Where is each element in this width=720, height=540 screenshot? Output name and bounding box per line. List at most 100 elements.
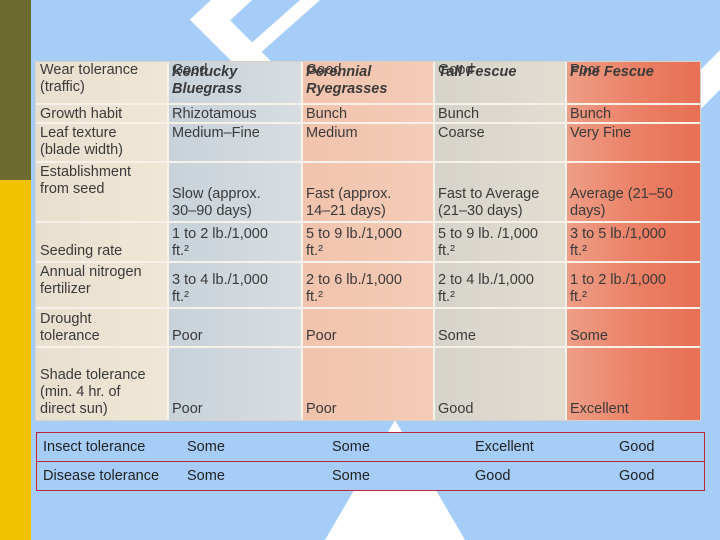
row-4-value-1-line: 2 to 6 lb./1,000 [306,272,402,288]
row-3-value-1-line: 5 to 9 lb./1,000 [306,226,402,242]
row-3-value-2: 5 to 9 lb. /1,000 ft.² [434,226,566,260]
row-3-value-1: 5 to 9 lb./1,000 ft.² [302,226,434,260]
disease-tall-fescue-value: Good [475,468,511,484]
row-6-value-2-line: Good [438,401,474,417]
row-label-0-line: Growth habit [40,106,123,122]
row-3-value-0: 1 to 2 lb./1,000 ft.² [168,226,300,260]
left-bar-yellow [0,180,31,540]
row-5-value-0-line: Poor [172,328,203,344]
row-label-6-line: direct sun) [40,401,108,417]
row-divider [36,122,700,124]
row-7-value-1-line: Good [306,62,342,78]
row-4-value-3-line: 1 to 2 lb./1,000 [570,272,666,288]
row-5-value-3-line: Some [570,328,608,344]
tall-fescue-column [434,62,566,420]
row-5-value-2-line: Some [438,328,476,344]
row-label-7-line: (traffic) [40,79,85,95]
perennial-ryegrasses-column [302,62,434,420]
row-1-value-3: Very Fine [566,125,698,142]
disease-tolerance-label: Disease tolerance [43,468,160,484]
row-label-0: Growth habit [36,106,168,123]
grass-comparison-table: Kentucky Bluegrass Perennial Ryegrasses Tall… [36,62,700,420]
table-header-2-line: Perennial [306,64,372,80]
row-label-6-line: Shade tolerance [40,367,146,383]
row-0-value-0-line: Rhizotamous [172,106,257,122]
row-divider [36,103,700,105]
disease-perennial-value: Some [332,468,370,484]
row-0-value-1: Bunch [302,106,434,123]
row-4-value-2: 2 to 4 lb./1,000 ft.² [434,272,566,306]
kentucky-bluegrass-column [168,62,302,420]
row-label-1-line: (blade width) [40,142,124,158]
row-2-value-2-line: (21–30 days) [438,203,523,219]
row-divider [36,307,700,309]
row-3-value-0-line: ft.² [172,243,189,259]
insect-kentucky-value: Some [187,439,225,455]
row-3-value-3-line: 3 to 5 lb./1,000 [570,226,666,242]
row-6-value-0-line: Poor [172,401,203,417]
disease-tolerance-row: Disease tolerance Some Some Good Good [36,461,705,491]
row-2-value-3-line: days) [570,203,606,219]
table-header-1-line: Bluegrass [172,81,243,97]
row-0-value-3: Bunch [566,106,698,123]
row-label-6-line: (min. 4 hr. of [40,384,121,400]
row-2-value-1: Fast (approx. 14–21 days) [302,186,434,220]
row-3-value-3-line: ft.² [570,243,587,259]
row-3-value-2-line: 5 to 9 lb. /1,000 [438,226,538,242]
row-label-2-line: Establishment [40,164,132,180]
row-4-value-3: 1 to 2 lb./1,000 ft.² [566,272,698,306]
insect-fine-fescue-value: Good [619,439,655,455]
disease-kentucky-value: Some [187,468,225,484]
row-divider [36,221,700,223]
table-header-4: Fine Fescue [566,64,698,81]
row-label-3: Seeding rate [36,243,168,260]
row-label-1: Leaf texture (blade width) [36,125,168,159]
row-0-value-1-line: Bunch [306,106,348,122]
row-1-value-1: Medium [302,125,434,142]
table-header-3: Tall Fescue [434,64,566,81]
column-divider [167,62,169,420]
label-column [36,62,168,420]
row-6-value-1: Poor [302,401,434,418]
row-2-value-1-line: Fast (approx. [306,186,392,202]
row-divider [36,346,700,348]
row-0-value-3-line: Bunch [570,106,612,122]
row-2-value-1-line: 14–21 days) [306,203,386,219]
row-6-value-0: Poor [168,401,300,418]
row-1-value-1-line: Medium [306,125,358,141]
row-2-value-0: Slow (approx. 30–90 days) [168,186,300,220]
row-divider [36,261,700,263]
row-7-value-0-line: Good [172,62,208,78]
row-label-5-line: tolerance [40,328,100,344]
row-1-value-3-line: Very Fine [570,125,632,141]
row-7-value-3-line: Poor [570,62,601,78]
row-label-4-line: fertilizer [40,281,91,297]
row-3-value-2-line: ft.² [438,243,455,259]
row-4-value-0-line: ft.² [172,289,189,305]
row-1-value-0: Medium–Fine [168,125,300,142]
row-label-7: Wear tolerance (traffic) [36,62,168,96]
row-6-value-1-line: Poor [306,401,337,417]
table-header-1: Kentucky Bluegrass [168,64,300,98]
row-6-value-2: Good [434,401,566,418]
row-5-value-1: Poor [302,328,434,345]
row-4-value-1: 2 to 6 lb./1,000 ft.² [302,272,434,306]
row-6-value-3: Excellent [566,401,698,418]
row-5-value-0: Poor [168,328,300,345]
insect-tolerance-row: Insect tolerance Some Some Excellent Goo… [36,432,705,462]
insect-perennial-value: Some [332,439,370,455]
column-divider [301,62,303,420]
row-divider [36,161,700,163]
row-3-value-0-line: 1 to 2 lb./1,000 [172,226,268,242]
left-bar-olive [0,0,31,180]
row-4-value-2-line: 2 to 4 lb./1,000 [438,272,534,288]
row-5-value-2: Some [434,328,566,345]
row-5-value-1-line: Poor [306,328,337,344]
table-header-2-line: Ryegrasses [306,81,388,97]
row-7-value-0: Good [168,62,300,79]
fine-fescue-column [566,62,700,420]
row-6-value-3-line: Excellent [570,401,629,417]
row-7-value-1: Good [302,62,434,79]
row-3-value-3: 3 to 5 lb./1,000 ft.² [566,226,698,260]
row-2-value-0-line: Slow (approx. [172,186,261,202]
